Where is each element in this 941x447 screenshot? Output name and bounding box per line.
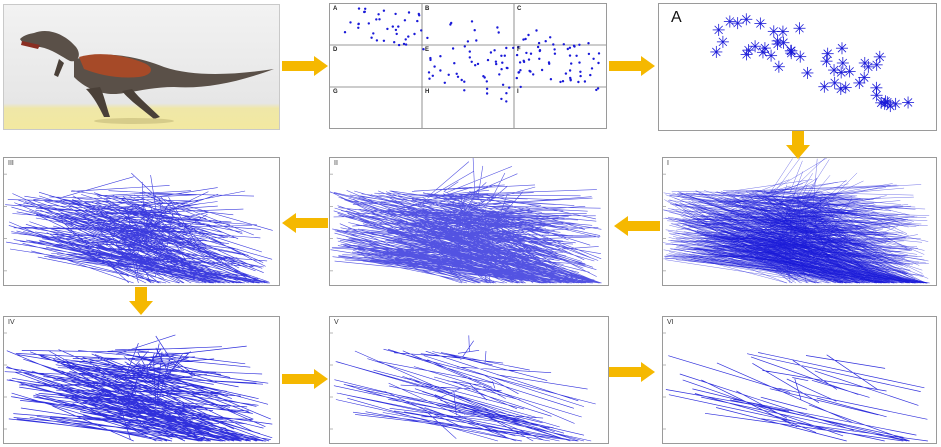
network-plot-iv bbox=[4, 332, 273, 442]
network-panel-i: I bbox=[662, 157, 937, 286]
grid-cell-label-c: C bbox=[517, 6, 522, 12]
grid-cell-label-h: H bbox=[425, 89, 430, 95]
dinosaur-photo-panel bbox=[3, 4, 280, 130]
dinosaur-illustration bbox=[4, 5, 279, 129]
grid-scatter-panel: A B C D E F G H I bbox=[329, 3, 607, 129]
arrow-left-icon bbox=[614, 216, 660, 236]
point-cloud-label: A bbox=[671, 9, 682, 26]
network-panel-iv: IV bbox=[3, 316, 280, 444]
network-panel-iii: III bbox=[3, 157, 280, 286]
grid-scatter-plot bbox=[330, 4, 606, 128]
point-cloud-plot bbox=[710, 13, 915, 113]
panel-label-vi: VI bbox=[667, 319, 674, 326]
grid-cell-label-g: G bbox=[333, 89, 338, 95]
panel-label-ii: II bbox=[334, 160, 338, 167]
panel-label-iii: III bbox=[8, 160, 14, 167]
grid-cell-label-i: I bbox=[517, 89, 519, 95]
arrow-right-icon bbox=[609, 362, 655, 382]
arrow-down-icon bbox=[786, 131, 810, 159]
network-panel-v: V bbox=[329, 316, 609, 444]
panel-label-i: I bbox=[667, 160, 669, 167]
panel-label-iv: IV bbox=[8, 319, 15, 326]
grid-cell-label-f: F bbox=[517, 47, 521, 53]
grid-cell-label-b: B bbox=[425, 6, 430, 12]
point-cloud-panel: A bbox=[658, 3, 937, 131]
network-panel-ii: II bbox=[329, 157, 609, 286]
arrow-right-icon bbox=[609, 56, 655, 76]
network-panel-vi: VI bbox=[662, 316, 937, 444]
arrow-down-icon bbox=[129, 287, 153, 315]
arrow-right-icon bbox=[282, 56, 328, 76]
grid-cell-label-e: E bbox=[425, 47, 430, 53]
network-plot-ii bbox=[330, 158, 602, 284]
grid-cell-label-d: D bbox=[333, 47, 338, 53]
network-plot-vi bbox=[663, 332, 928, 442]
arrow-left-icon bbox=[282, 213, 328, 233]
arrow-right-icon bbox=[282, 369, 328, 389]
panel-label-v: V bbox=[334, 319, 339, 326]
network-plot-i bbox=[663, 158, 930, 284]
network-plot-v bbox=[330, 332, 596, 442]
grid-cell-label-a: A bbox=[333, 6, 338, 12]
network-plot-iii bbox=[4, 172, 273, 284]
